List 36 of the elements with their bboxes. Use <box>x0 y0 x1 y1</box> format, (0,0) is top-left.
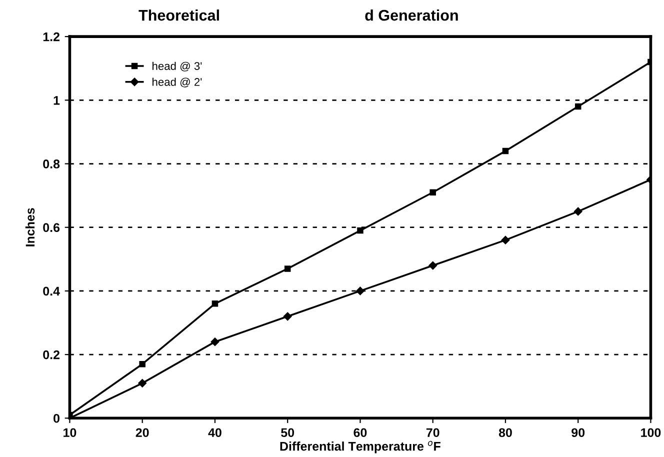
point <box>574 207 582 216</box>
x-tick-label: 50 <box>281 428 294 438</box>
x-tick-label: 100 <box>641 428 661 438</box>
point <box>574 103 582 110</box>
x-tick-label: 20 <box>136 428 149 438</box>
y-tick-label: 0.8 <box>43 160 60 168</box>
point <box>212 300 218 307</box>
point <box>428 261 437 270</box>
x-axis-title: Differential Temperature $^{o}$F <box>280 440 440 454</box>
legend-label: head @ 3' <box>152 62 202 72</box>
x-tick-label: 40 <box>208 428 222 438</box>
point <box>501 236 510 244</box>
y-tick-label: 1.2 <box>43 32 60 42</box>
point <box>210 338 220 346</box>
y-tick-label: 0 <box>54 414 60 423</box>
legend-label: head @ 2' <box>152 78 202 88</box>
point <box>139 360 146 368</box>
y-tick-label: 0.2 <box>43 350 60 360</box>
point <box>356 286 364 296</box>
y-tick-label: 1 <box>54 96 60 105</box>
point <box>357 227 364 234</box>
x-tick-label: 60 <box>354 428 367 438</box>
point <box>283 312 292 321</box>
point <box>430 189 436 196</box>
y-axis-title: Inches <box>25 208 35 246</box>
point <box>138 379 146 388</box>
chart-subtitle: d Generation <box>365 9 458 21</box>
y-tick-label: 0.4 <box>43 286 60 296</box>
x-tick-label: 70 <box>426 428 440 438</box>
x-tick-label: 80 <box>498 428 512 438</box>
x-tick-label: 10 <box>64 428 76 438</box>
point <box>502 148 509 154</box>
point <box>284 266 291 272</box>
y-tick-label: 0.6 <box>43 223 60 232</box>
chart-title: Theoretical <box>138 9 219 21</box>
x-tick-label: 90 <box>572 428 585 438</box>
